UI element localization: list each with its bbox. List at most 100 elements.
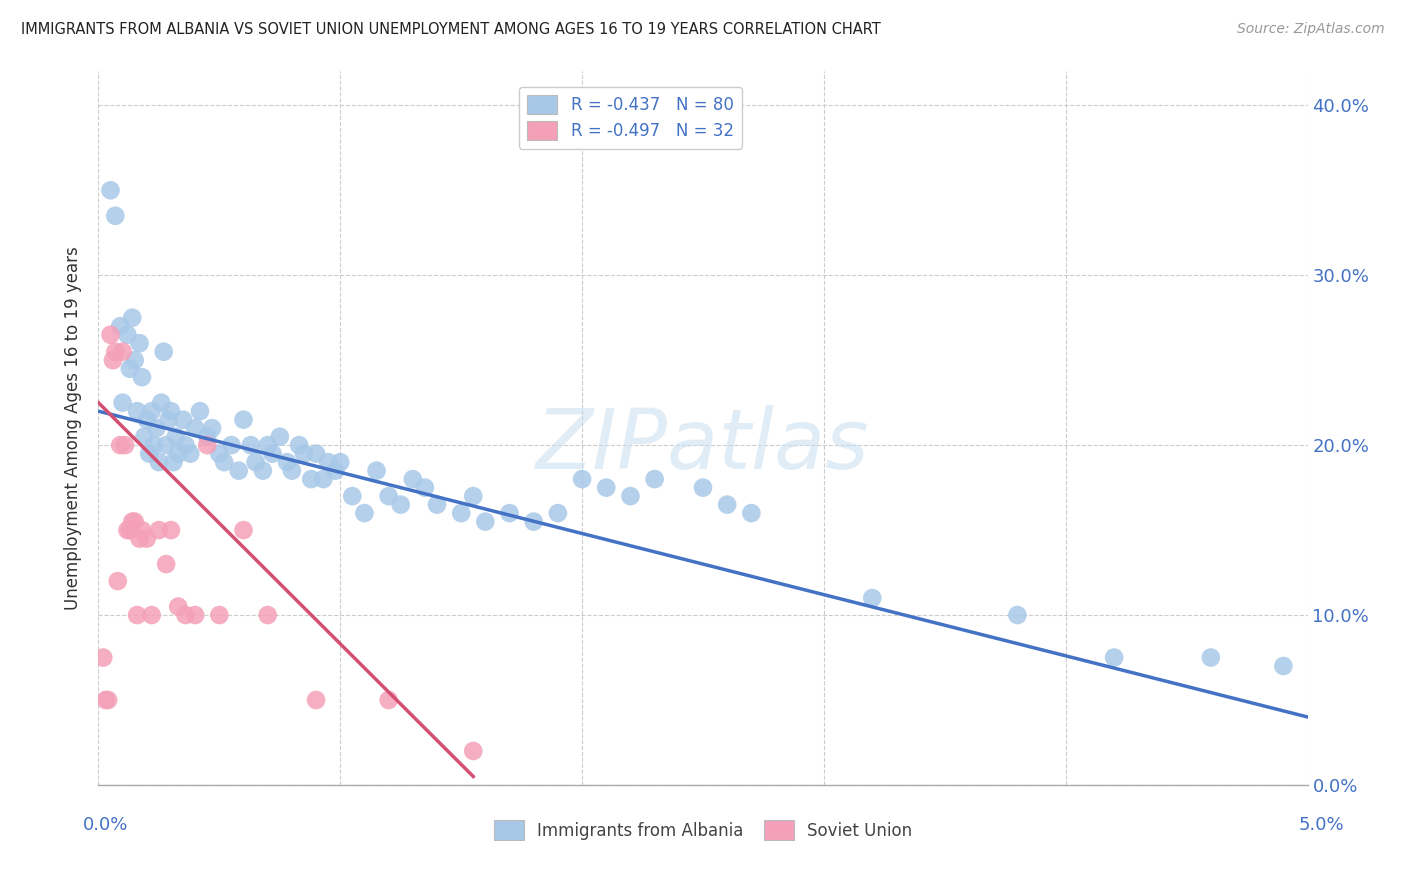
Point <box>269 430 291 444</box>
Point <box>212 455 235 469</box>
Point <box>141 608 163 623</box>
Point <box>179 447 201 461</box>
Text: ZIPatlas: ZIPatlas <box>536 405 870 485</box>
Point <box>167 599 190 614</box>
Point <box>104 209 127 223</box>
Point <box>353 506 375 520</box>
Point <box>152 344 174 359</box>
Point <box>111 395 134 409</box>
Point <box>128 336 150 351</box>
Point <box>305 693 328 707</box>
Point <box>128 532 150 546</box>
Point <box>145 421 167 435</box>
Point <box>118 361 141 376</box>
Point <box>402 472 425 486</box>
Point <box>228 464 250 478</box>
Point <box>174 438 197 452</box>
Point <box>208 608 231 623</box>
Point <box>450 506 472 520</box>
Text: 0.0%: 0.0% <box>83 816 128 834</box>
Point <box>342 489 364 503</box>
Point <box>498 506 520 520</box>
Point <box>167 447 190 461</box>
Point <box>292 447 315 461</box>
Point <box>104 344 127 359</box>
Point <box>245 455 267 469</box>
Point <box>692 481 714 495</box>
Point <box>256 608 278 623</box>
Point <box>155 438 177 452</box>
Text: Source: ZipAtlas.com: Source: ZipAtlas.com <box>1237 22 1385 37</box>
Point <box>389 498 412 512</box>
Point <box>94 693 117 707</box>
Point <box>114 438 136 452</box>
Point <box>143 438 166 452</box>
Point <box>141 404 163 418</box>
Point <box>288 438 311 452</box>
Point <box>523 515 546 529</box>
Point <box>131 523 153 537</box>
Point <box>155 557 177 571</box>
Point <box>1102 650 1125 665</box>
Point <box>312 472 335 486</box>
Point <box>91 650 114 665</box>
Point <box>131 370 153 384</box>
Point <box>299 472 322 486</box>
Point <box>124 515 146 529</box>
Point <box>195 430 218 444</box>
Text: 5.0%: 5.0% <box>1299 816 1344 834</box>
Point <box>195 438 218 452</box>
Point <box>1272 659 1295 673</box>
Legend: Immigrants from Albania, Soviet Union: Immigrants from Albania, Soviet Union <box>485 812 921 848</box>
Point <box>157 412 180 426</box>
Point <box>463 489 485 503</box>
Point <box>150 395 173 409</box>
Point <box>160 404 183 418</box>
Point <box>148 523 170 537</box>
Point <box>305 447 328 461</box>
Point <box>107 574 129 588</box>
Point <box>208 447 231 461</box>
Text: IMMIGRANTS FROM ALBANIA VS SOVIET UNION UNEMPLOYMENT AMONG AGES 16 TO 19 YEARS C: IMMIGRANTS FROM ALBANIA VS SOVIET UNION … <box>21 22 880 37</box>
Point <box>366 464 388 478</box>
Point <box>134 430 156 444</box>
Point <box>1199 650 1222 665</box>
Point <box>377 693 399 707</box>
Point <box>127 608 149 623</box>
Point <box>124 353 146 368</box>
Point <box>740 506 762 520</box>
Point <box>174 608 197 623</box>
Point <box>413 481 436 495</box>
Point <box>162 455 184 469</box>
Point <box>117 327 139 342</box>
Point <box>100 327 122 342</box>
Point <box>117 523 139 537</box>
Point <box>547 506 569 520</box>
Point <box>172 412 194 426</box>
Y-axis label: Unemployment Among Ages 16 to 19 years: Unemployment Among Ages 16 to 19 years <box>65 246 83 610</box>
Point <box>232 523 254 537</box>
Point <box>108 319 131 334</box>
Point <box>474 515 496 529</box>
Point <box>108 438 131 452</box>
Point <box>232 412 254 426</box>
Point <box>252 464 274 478</box>
Point <box>135 412 157 426</box>
Point <box>160 523 183 537</box>
Point <box>184 608 207 623</box>
Point <box>100 183 122 197</box>
Point <box>135 532 157 546</box>
Point <box>111 344 134 359</box>
Point <box>329 455 352 469</box>
Point <box>716 498 738 512</box>
Point <box>138 447 160 461</box>
Point <box>188 404 211 418</box>
Point <box>127 404 149 418</box>
Point <box>239 438 262 452</box>
Point <box>184 421 207 435</box>
Point <box>165 430 187 444</box>
Point <box>463 744 485 758</box>
Point <box>262 447 284 461</box>
Point <box>97 693 120 707</box>
Point <box>595 481 617 495</box>
